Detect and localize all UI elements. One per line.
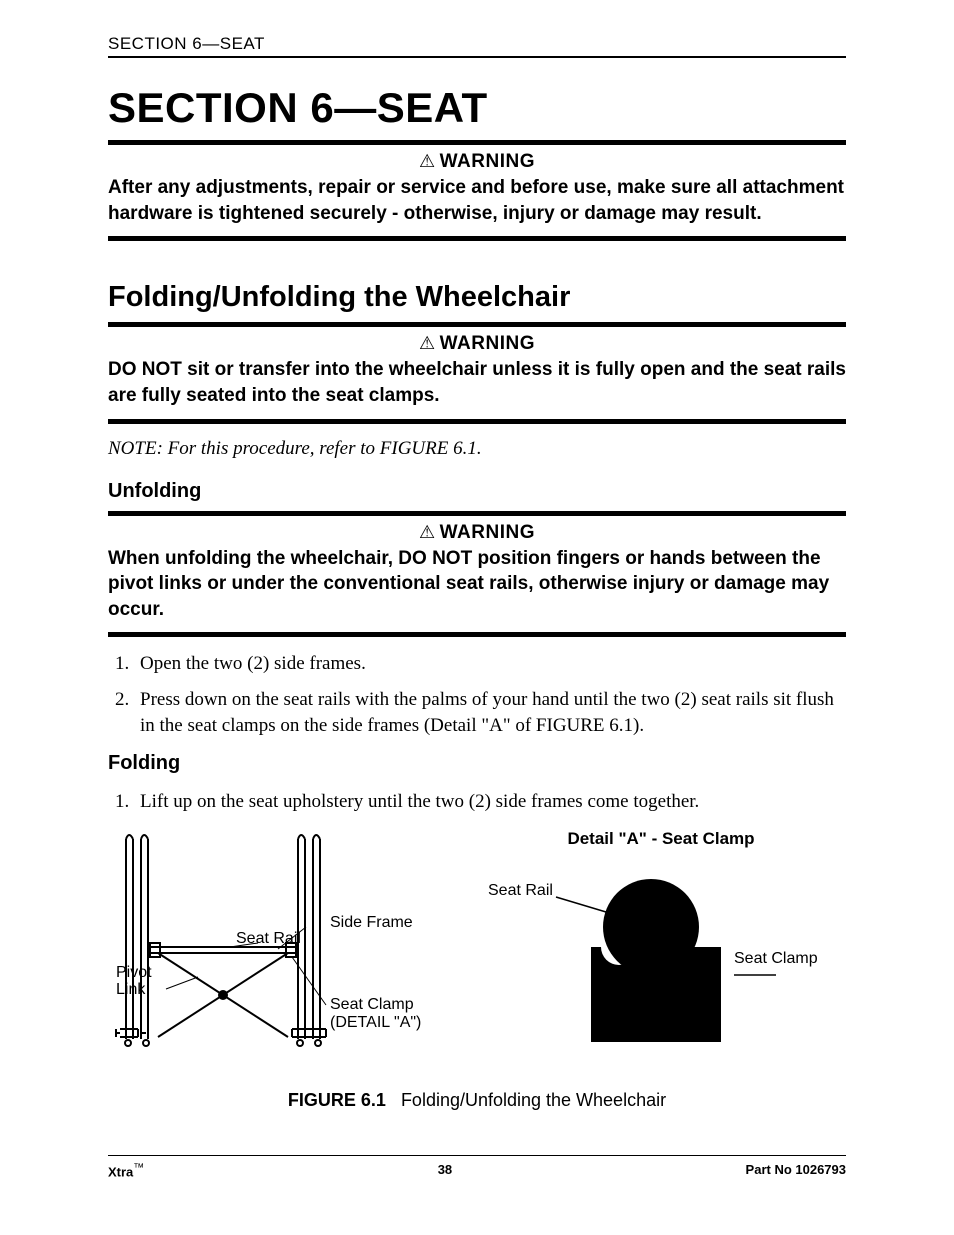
label-seat-rail: Seat Rail bbox=[236, 930, 301, 947]
heading-folding-unfolding: Folding/Unfolding the Wheelchair bbox=[108, 281, 846, 314]
rule bbox=[108, 419, 846, 424]
folding-step-list: Lift up on the seat upholstery until the… bbox=[108, 789, 846, 815]
rule bbox=[108, 511, 846, 516]
note-figure-ref: NOTE: For this procedure, refer to FIGUR… bbox=[108, 438, 846, 460]
label-seat-clamp-1: Seat Clamp bbox=[330, 996, 414, 1013]
heading-folding: Folding bbox=[108, 752, 846, 775]
footer-page-number: 38 bbox=[438, 1162, 452, 1179]
section-title: SECTION 6—SEAT bbox=[108, 84, 846, 132]
footer-brand: Xtra™ bbox=[108, 1162, 144, 1179]
footer-part-number: Part No 1026793 bbox=[746, 1162, 846, 1179]
heading-unfolding: Unfolding bbox=[108, 480, 846, 503]
running-header: SECTION 6—SEAT bbox=[108, 34, 846, 58]
label-pivot-link-2: Link bbox=[116, 981, 146, 998]
warning-2-body: DO NOT sit or transfer into the wheelcha… bbox=[108, 357, 846, 408]
warning-triangle-icon: ⚠ bbox=[419, 522, 436, 543]
warning-heading-3: ⚠WARNING bbox=[108, 522, 846, 544]
rule bbox=[108, 322, 846, 327]
warning-triangle-icon: ⚠ bbox=[419, 333, 436, 354]
warning-heading-1: ⚠WARNING bbox=[108, 151, 846, 173]
warning-1-body: After any adjustments, repair or service… bbox=[108, 175, 846, 226]
page-footer: Xtra™ 38 Part No 1026793 bbox=[108, 1155, 846, 1179]
detail-a-title: Detail "A" - Seat Clamp bbox=[476, 829, 846, 849]
warning-triangle-icon: ⚠ bbox=[419, 151, 436, 172]
warning-heading-2: ⚠WARNING bbox=[108, 333, 846, 355]
label-pivot-link-1: Pivot bbox=[116, 964, 152, 981]
footer-brand-name: Xtra bbox=[108, 1164, 133, 1179]
unfolding-step-2: Press down on the seat rails with the pa… bbox=[134, 687, 846, 738]
warning-label: WARNING bbox=[440, 151, 535, 172]
rule bbox=[108, 236, 846, 241]
unfolding-step-list: Open the two (2) side frames. Press down… bbox=[108, 651, 846, 738]
figure-number: FIGURE 6.1 bbox=[288, 1090, 386, 1110]
figure-left-panel: Pivot Link Seat Rail Side Frame Seat Cla… bbox=[108, 829, 438, 1074]
figure-6-1: Pivot Link Seat Rail Side Frame Seat Cla… bbox=[108, 829, 846, 1074]
folding-step-1: Lift up on the seat upholstery until the… bbox=[134, 789, 846, 815]
wheelchair-frame-diagram: Pivot Link Seat Rail Side Frame Seat Cla… bbox=[108, 829, 438, 1069]
label-seat-rail-right: Seat Rail bbox=[488, 882, 553, 899]
figure-right-panel: Detail "A" - Seat Clamp Seat Rail Seat C… bbox=[476, 829, 846, 1074]
warning-3-body: When unfolding the wheelchair, DO NOT po… bbox=[108, 546, 846, 623]
label-seat-clamp-2: (DETAIL "A") bbox=[330, 1014, 421, 1031]
rule bbox=[108, 632, 846, 637]
figure-caption: FIGURE 6.1 Folding/Unfolding the Wheelch… bbox=[108, 1090, 846, 1111]
label-side-frame: Side Frame bbox=[330, 914, 413, 931]
rule bbox=[108, 140, 846, 145]
seat-clamp-detail-diagram: Seat Rail Seat Clamp bbox=[476, 857, 846, 1057]
unfolding-step-1: Open the two (2) side frames. bbox=[134, 651, 846, 677]
warning-label: WARNING bbox=[440, 522, 535, 543]
warning-label: WARNING bbox=[440, 333, 535, 354]
trademark-symbol: ™ bbox=[133, 1162, 144, 1174]
label-seat-clamp-right: Seat Clamp bbox=[734, 950, 818, 967]
figure-caption-text: Folding/Unfolding the Wheelchair bbox=[401, 1090, 666, 1110]
